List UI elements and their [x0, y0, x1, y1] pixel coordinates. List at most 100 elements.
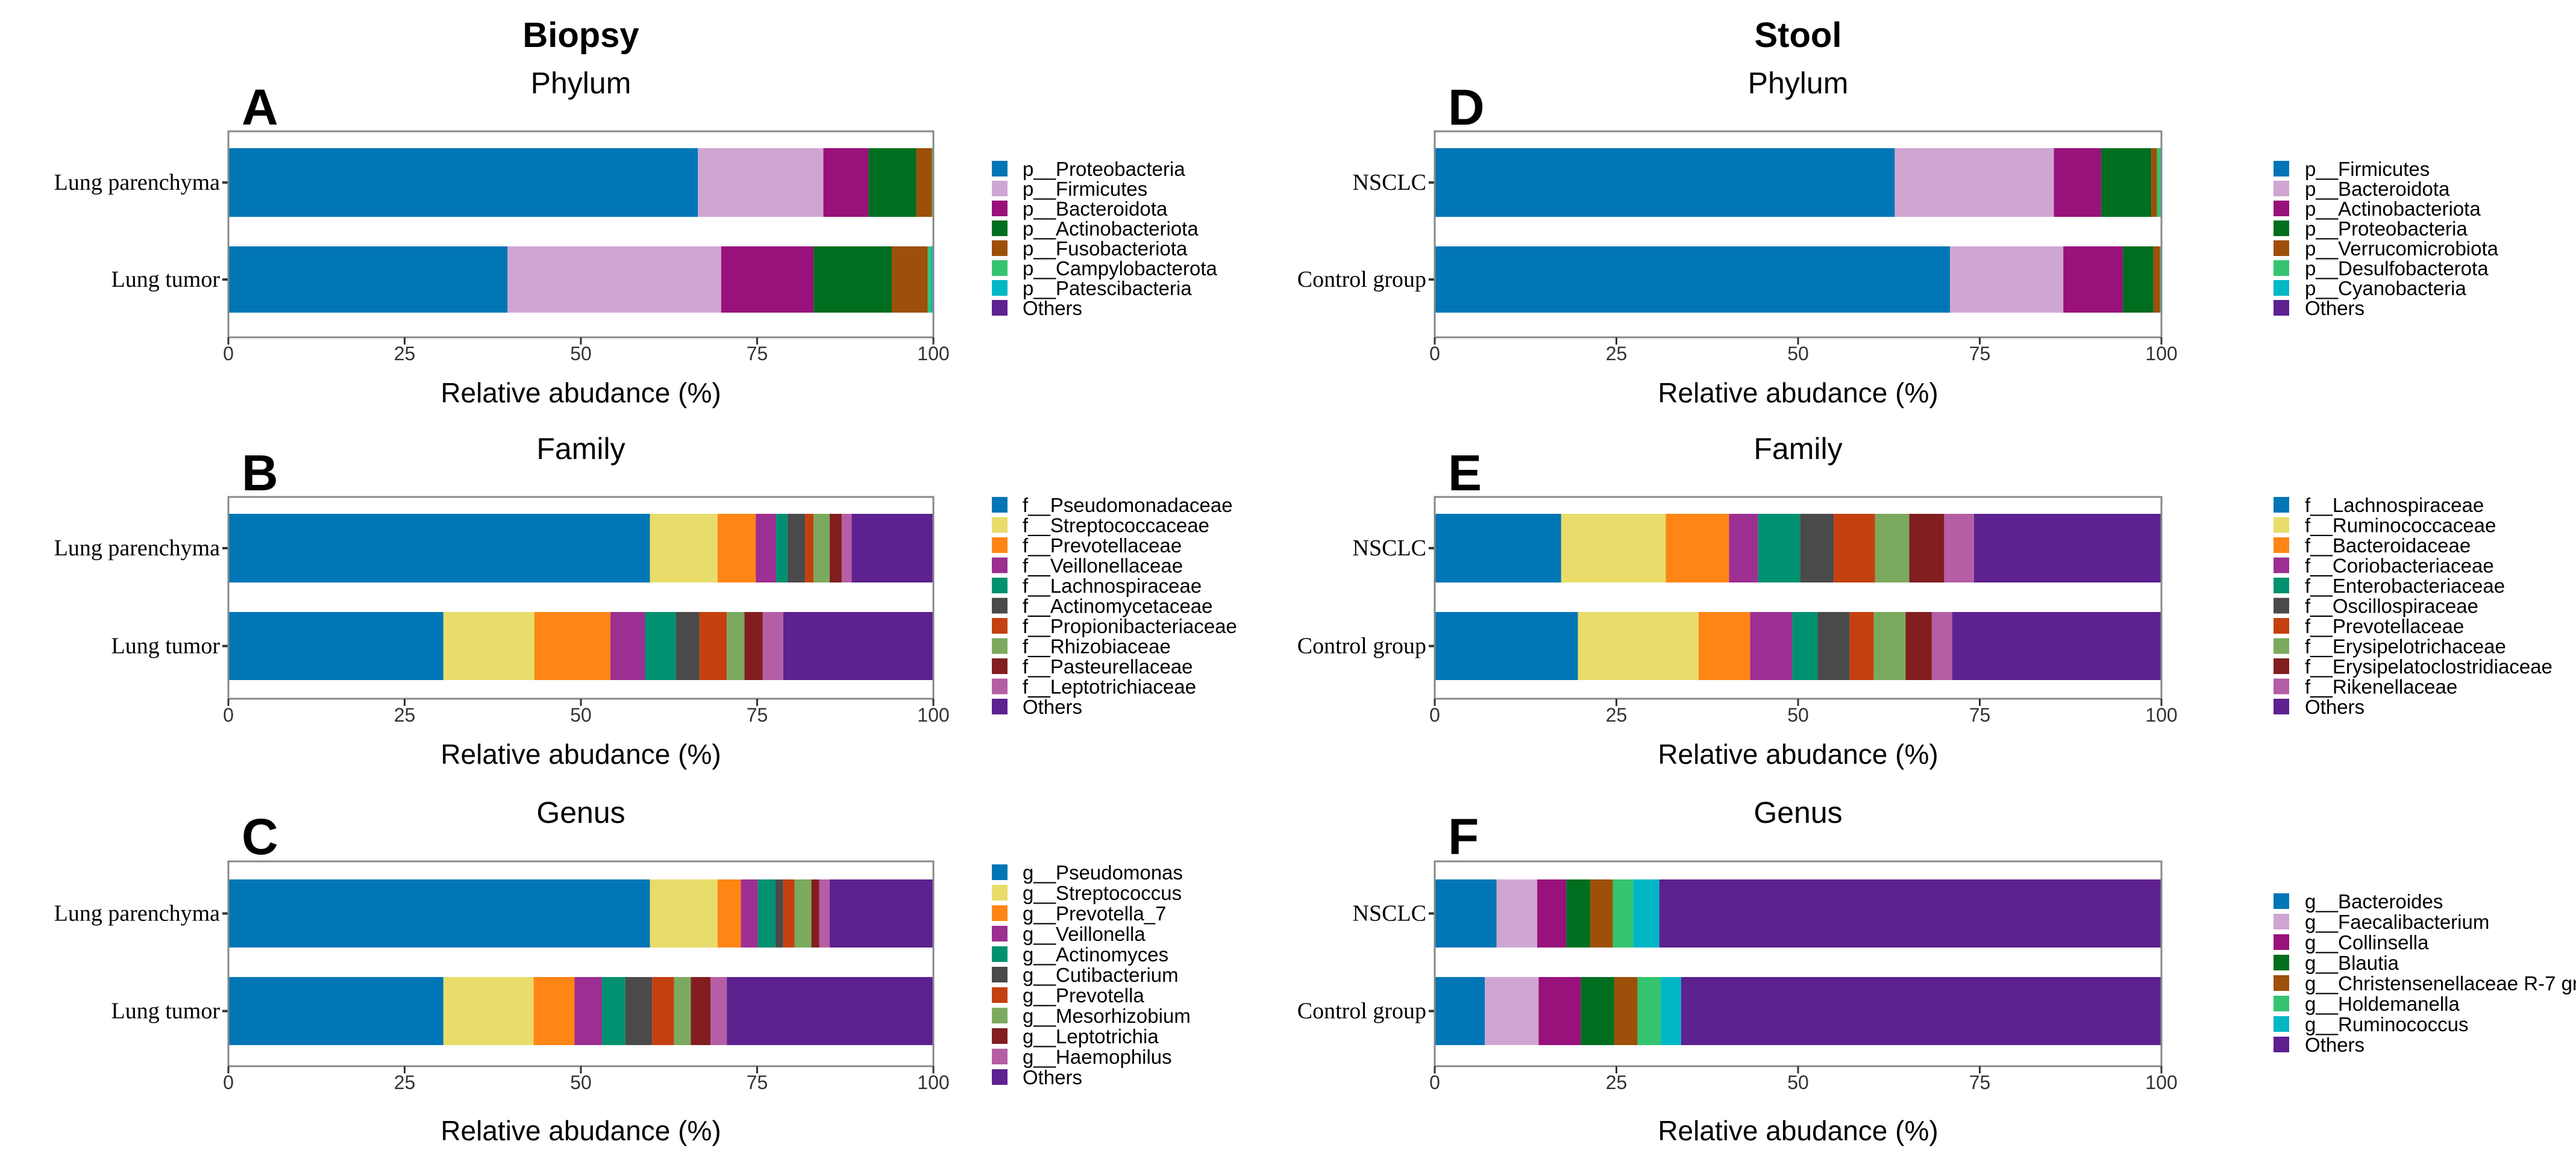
legend-swatch: [2274, 260, 2289, 276]
x-tick-label: 50: [1787, 1072, 1809, 1093]
legend-swatch: [992, 220, 1008, 236]
bar-segment: [841, 514, 852, 582]
legend-label: g__Prevotella_7: [1023, 902, 1167, 925]
legend-swatch: [992, 201, 1008, 216]
legend-swatch: [2274, 517, 2289, 533]
bar-segment: [650, 879, 718, 948]
panel-letter: C: [242, 808, 278, 865]
bar-segment: [1537, 879, 1567, 948]
legend-label: g__Haemophilus: [1023, 1046, 1172, 1068]
x-tick-label: 100: [917, 1072, 949, 1093]
bar-segment: [1750, 612, 1793, 680]
legend-swatch: [992, 537, 1008, 553]
bar-segment: [727, 977, 933, 1045]
bar-segment: [1659, 879, 2161, 948]
bar-segment: [1952, 612, 2161, 680]
bar-segment: [811, 879, 819, 948]
panel-title: Phylum: [1748, 66, 1849, 100]
legend-swatch: [992, 967, 1008, 982]
bar-segment: [443, 977, 534, 1045]
legend-label: p__Firmicutes: [1023, 178, 1147, 200]
x-axis-label: Relative abudance (%): [1658, 738, 1938, 770]
legend-swatch: [992, 926, 1008, 941]
bar-segment: [1435, 148, 1895, 217]
legend-swatch: [2274, 914, 2289, 929]
legend-swatch: [992, 557, 1008, 573]
bar-segment: [756, 514, 777, 582]
legend-label: f__Leptotrichiaceae: [1023, 676, 1196, 698]
x-tick-label: 75: [1969, 704, 1991, 726]
legend-label: p__Patescibacteria: [1023, 277, 1192, 299]
bar-segment: [1849, 612, 1874, 680]
bar-segment: [757, 879, 776, 948]
bar-segment: [1894, 148, 2054, 217]
panel-letter: B: [242, 445, 278, 501]
legend-swatch: [992, 658, 1008, 674]
bar-segment: [625, 977, 653, 1045]
panel-title: Genus: [536, 796, 625, 829]
bar-segment: [443, 612, 534, 680]
legend-label: g__Faecalibacterium: [2305, 911, 2489, 933]
bar-segment: [851, 514, 933, 582]
legend-swatch: [2274, 557, 2289, 573]
bar-segment: [710, 977, 727, 1045]
category-label: NSCLC: [1353, 535, 1426, 561]
bar-segment: [783, 879, 795, 948]
legend-label: g__Collinsella: [2305, 931, 2429, 954]
panel-letter: F: [1448, 808, 1479, 865]
bar-segment: [602, 977, 625, 1045]
legend-label: Others: [2305, 297, 2364, 319]
panel-letter: E: [1448, 445, 1482, 501]
x-tick-label: 100: [2145, 1072, 2177, 1093]
legend-label: g__Veillonella: [1023, 923, 1145, 945]
legend-swatch: [2274, 955, 2289, 970]
bar-segment: [787, 514, 806, 582]
bar-segment: [1566, 879, 1591, 948]
panel-title: Family: [536, 432, 625, 466]
category-label: Lung tumor: [111, 999, 221, 1024]
panel-a: A Phylum Lung parenchyma Lung tumor 0 25 50 75 1…: [54, 66, 1218, 408]
legend-label: Others: [1023, 1066, 1082, 1088]
bar-segment: [813, 514, 830, 582]
legend-label: f__Erysipelotrichaceae: [2305, 635, 2506, 658]
bar-segment: [2160, 148, 2161, 217]
legend-swatch: [2274, 220, 2289, 236]
bar-segment: [674, 977, 691, 1045]
legend-label: p__Firmicutes: [2305, 158, 2430, 180]
bar-segment: [1905, 612, 1932, 680]
legend-label: p__Bacteroidota: [1023, 198, 1168, 220]
bar-segment: [1800, 514, 1834, 582]
legend-swatch: [2274, 638, 2289, 654]
legend-label: f__Ruminococcaceae: [2305, 514, 2496, 537]
legend-swatch: [2274, 280, 2289, 296]
bar-segment: [805, 514, 814, 582]
bar-segment: [645, 612, 676, 680]
legend: f__Lachnospiraceaef__Ruminococcaceaef__B…: [2274, 494, 2552, 718]
panel-title: Family: [1753, 432, 1842, 466]
legend-label: p__Cyanobacteria: [2305, 277, 2466, 299]
legend-swatch: [2274, 598, 2289, 614]
bar-segment: [1758, 514, 1800, 582]
legend-label: f__Prevotellaceae: [2305, 615, 2464, 637]
legend-label: f__Rhizobiaceae: [1023, 635, 1171, 658]
bar-segment: [228, 612, 443, 680]
legend-swatch: [992, 946, 1008, 962]
category-label: Lung tumor: [111, 634, 221, 659]
bar-segment: [675, 612, 700, 680]
legend-label: p__Actinobacteriota: [2305, 198, 2481, 220]
legend-label: p__Verrucomicrobiota: [2305, 237, 2499, 260]
bar-segment: [1538, 977, 1581, 1045]
bar-segment: [741, 879, 758, 948]
panel-b: B Family Lung parenchyma Lung tumor 0 25 50 75 1…: [54, 432, 1237, 770]
x-tick-label: 50: [570, 704, 592, 726]
bar-segment: [2157, 148, 2160, 217]
panel-c: C Genus Lung parenchyma Lung tumor 0 25 50 75 10…: [54, 796, 1191, 1146]
legend-swatch: [2274, 975, 2289, 991]
legend-swatch: [992, 161, 1008, 176]
legend-swatch: [2274, 1037, 2289, 1052]
bar-segment: [2160, 246, 2161, 313]
bar-segment: [727, 612, 745, 680]
bar-segment: [2063, 246, 2123, 313]
bar-segment: [1817, 612, 1850, 680]
x-tick-label: 100: [917, 343, 949, 364]
